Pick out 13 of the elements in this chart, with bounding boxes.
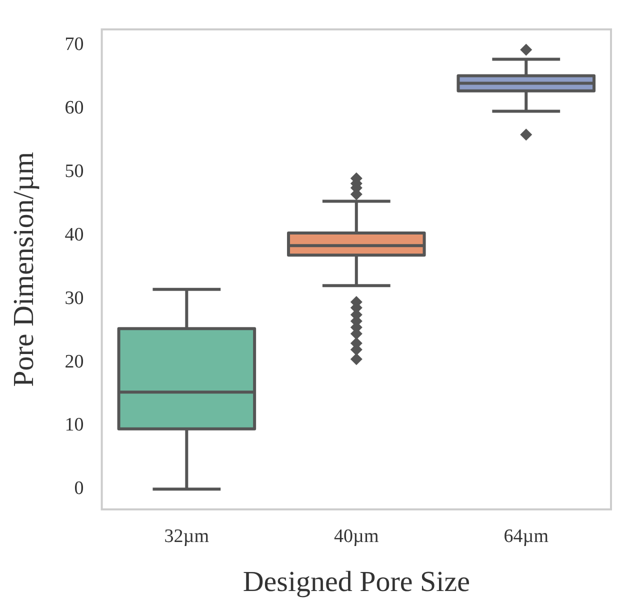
y-tick-label: 70: [64, 34, 84, 56]
y-tick-label: 20: [64, 351, 84, 372]
y-tick-label: 0: [74, 478, 84, 500]
y-tick-label: 30: [64, 288, 84, 309]
y-axis-title: Pore Dimension/µm: [8, 151, 40, 387]
y-tick-label: 50: [64, 161, 84, 182]
y-tick-label: 60: [64, 98, 84, 119]
y-tick-label: 40: [64, 224, 84, 246]
x-tick-label: 40µm: [334, 526, 379, 547]
x-axis-title: Designed Pore Size: [242, 566, 470, 598]
y-tick-label: 10: [64, 414, 84, 436]
x-tick-label: 32µm: [164, 526, 210, 547]
x-tick-label: 64µm: [504, 526, 549, 547]
